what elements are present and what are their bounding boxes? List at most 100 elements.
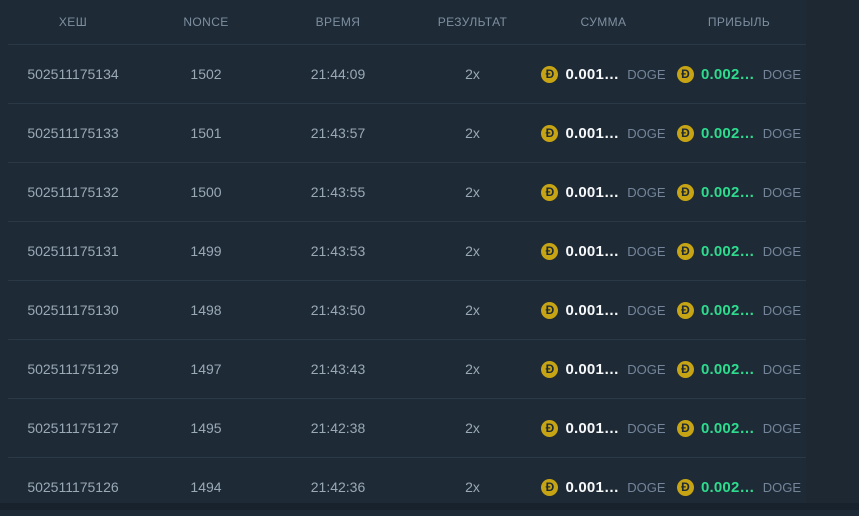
profit-cell: Đ 0.002… DOGE [672, 124, 806, 142]
nonce-cell: 1495 [190, 420, 222, 436]
hash-cell: 502511175133 [27, 125, 119, 141]
nonce-cell: 1501 [190, 125, 222, 141]
profit-currency: DOGE [762, 302, 802, 318]
doge-coin-icon: Đ [541, 360, 559, 378]
doge-coin-icon: Đ [541, 419, 559, 437]
table-row[interactable]: 502511175130 1498 21:43:50 2x Đ 0.001… D… [0, 281, 806, 339]
profit-value: 0.002… [700, 478, 755, 496]
result-cell: 2x [465, 125, 480, 141]
column-header-result: РЕЗУЛЬТАТ [437, 15, 508, 29]
doge-coin-icon: Đ [676, 242, 694, 260]
doge-coin-icon: Đ [676, 419, 694, 437]
amount-cell: Đ 0.001… DOGE [535, 478, 672, 496]
column-header-hash: ХЕШ [58, 15, 88, 29]
amount-value: 0.001… [565, 478, 620, 496]
right-panel-edge [806, 0, 859, 510]
amount-currency: DOGE [627, 479, 666, 495]
doge-coin-icon: Đ [541, 124, 559, 142]
table-row[interactable]: 502511175132 1500 21:43:55 2x Đ 0.001… D… [0, 163, 806, 221]
profit-currency: DOGE [762, 361, 802, 377]
doge-coin-icon: Đ [676, 301, 694, 319]
result-cell: 2x [465, 243, 480, 259]
result-cell: 2x [465, 361, 480, 377]
column-header-time: ВРЕМЯ [315, 15, 361, 29]
amount-currency: DOGE [627, 420, 666, 436]
doge-coin-icon: Đ [676, 360, 694, 378]
profit-cell: Đ 0.002… DOGE [672, 183, 806, 201]
amount-currency: DOGE [627, 302, 666, 318]
profit-currency: DOGE [762, 184, 802, 200]
profit-value: 0.002… [700, 124, 755, 142]
doge-coin-icon: Đ [676, 124, 694, 142]
nonce-cell: 1498 [190, 302, 222, 318]
profit-value: 0.002… [700, 65, 755, 83]
profit-currency: DOGE [762, 66, 802, 82]
doge-coin-icon: Đ [676, 478, 694, 496]
table-row[interactable]: 502511175126 1494 21:42:36 2x Đ 0.001… D… [0, 458, 806, 516]
amount-value: 0.001… [565, 242, 620, 260]
table-row[interactable]: 502511175134 1502 21:44:09 2x Đ 0.001… D… [0, 45, 806, 103]
bet-history-table[interactable]: ХЕШ NONCE ВРЕМЯ РЕЗУЛЬТАТ СУММА ПРИБЫЛЬ … [0, 0, 806, 516]
result-cell: 2x [465, 184, 480, 200]
result-cell: 2x [465, 479, 480, 495]
profit-currency: DOGE [762, 420, 802, 436]
row-divider [8, 398, 806, 399]
profit-cell: Đ 0.002… DOGE [672, 478, 806, 496]
table-header-row: ХЕШ NONCE ВРЕМЯ РЕЗУЛЬТАТ СУММА ПРИБЫЛЬ [0, 0, 806, 44]
amount-cell: Đ 0.001… DOGE [535, 183, 672, 201]
time-cell: 21:42:36 [310, 479, 366, 495]
row-divider [8, 457, 806, 458]
amount-currency: DOGE [627, 184, 666, 200]
row-divider [8, 280, 806, 281]
amount-currency: DOGE [627, 125, 666, 141]
row-divider [8, 221, 806, 222]
profit-value: 0.002… [700, 242, 755, 260]
hash-cell: 502511175126 [27, 479, 119, 495]
row-divider [8, 339, 806, 340]
nonce-cell: 1502 [190, 66, 222, 82]
nonce-cell: 1494 [190, 479, 222, 495]
nonce-cell: 1500 [190, 184, 222, 200]
amount-cell: Đ 0.001… DOGE [535, 419, 672, 437]
result-cell: 2x [465, 302, 480, 318]
doge-coin-icon: Đ [541, 183, 559, 201]
amount-value: 0.001… [565, 183, 620, 201]
profit-value: 0.002… [700, 419, 755, 437]
table-row[interactable]: 502511175127 1495 21:42:38 2x Đ 0.001… D… [0, 399, 806, 457]
profit-value: 0.002… [700, 183, 755, 201]
column-header-amount: СУММА [580, 15, 627, 29]
amount-value: 0.001… [565, 301, 620, 319]
profit-currency: DOGE [762, 125, 802, 141]
amount-currency: DOGE [627, 66, 666, 82]
column-header-nonce: NONCE [183, 15, 229, 29]
hash-cell: 502511175127 [27, 420, 119, 436]
table-row[interactable]: 502511175131 1499 21:43:53 2x Đ 0.001… D… [0, 222, 806, 280]
profit-currency: DOGE [762, 479, 802, 495]
profit-value: 0.002… [700, 301, 755, 319]
table-row[interactable]: 502511175129 1497 21:43:43 2x Đ 0.001… D… [0, 340, 806, 398]
nonce-cell: 1499 [190, 243, 222, 259]
time-cell: 21:43:43 [310, 361, 366, 377]
time-cell: 21:43:50 [310, 302, 366, 318]
row-divider [8, 103, 806, 104]
profit-cell: Đ 0.002… DOGE [672, 419, 806, 437]
profit-cell: Đ 0.002… DOGE [672, 360, 806, 378]
hash-cell: 502511175131 [27, 243, 119, 259]
table-row[interactable]: 502511175133 1501 21:43:57 2x Đ 0.001… D… [0, 104, 806, 162]
result-cell: 2x [465, 420, 480, 436]
profit-cell: Đ 0.002… DOGE [672, 65, 806, 83]
amount-cell: Đ 0.001… DOGE [535, 301, 672, 319]
doge-coin-icon: Đ [541, 242, 559, 260]
doge-coin-icon: Đ [541, 478, 559, 496]
bottom-panel-edge [0, 503, 859, 510]
profit-cell: Đ 0.002… DOGE [672, 242, 806, 260]
amount-value: 0.001… [565, 419, 620, 437]
column-header-profit: ПРИБЫЛЬ [707, 15, 771, 29]
profit-cell: Đ 0.002… DOGE [672, 301, 806, 319]
hash-cell: 502511175134 [27, 66, 119, 82]
amount-currency: DOGE [627, 361, 666, 377]
amount-cell: Đ 0.001… DOGE [535, 124, 672, 142]
header-divider [8, 44, 806, 45]
amount-value: 0.001… [565, 360, 620, 378]
time-cell: 21:43:53 [310, 243, 366, 259]
